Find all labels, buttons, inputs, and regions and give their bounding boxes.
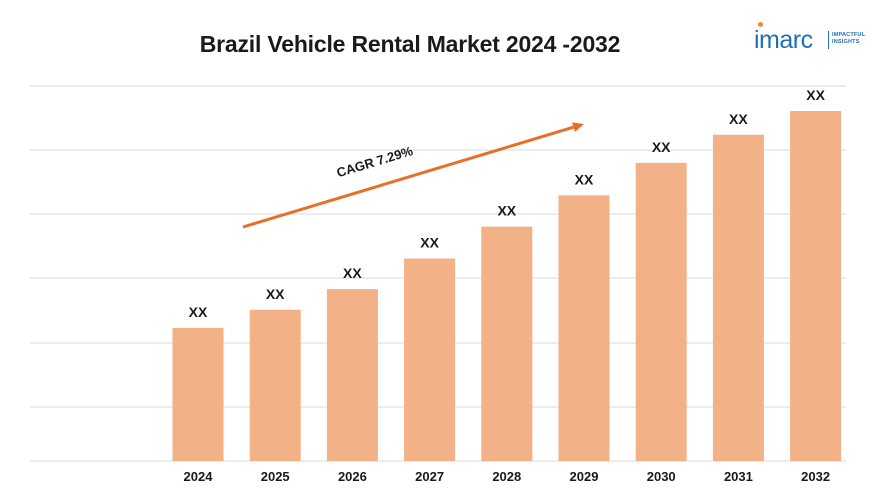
data-label-2032: XX xyxy=(806,87,825,103)
data-label-2031: XX xyxy=(729,111,748,127)
bar-2028 xyxy=(481,226,533,461)
data-label-2026: XX xyxy=(343,265,362,281)
cagr-arrow-head xyxy=(572,122,584,132)
data-label-2027: XX xyxy=(420,235,439,251)
logo-divider xyxy=(828,31,829,49)
x-tick-labels: 2024 2025 2026 2027 2028 2029 2030 2031 2032 xyxy=(184,469,831,484)
bar-2030 xyxy=(635,162,687,461)
cagr-annotation: CAGR 7.29% xyxy=(242,122,584,229)
logo-tagline-line-1: IMPACTFUL xyxy=(832,32,866,38)
data-label-2028: XX xyxy=(497,203,516,219)
data-label-2025: XX xyxy=(266,286,285,302)
bar-2026 xyxy=(326,289,378,461)
bar-2032 xyxy=(790,111,842,461)
x-tick-label-2030: 2030 xyxy=(647,469,676,484)
bar-2027 xyxy=(404,258,456,461)
bar-2029 xyxy=(558,195,610,461)
bar-2024 xyxy=(172,327,224,461)
logo-dot xyxy=(758,22,763,27)
imarc-logo: imarc IMPACTFUL INSIGHTS xyxy=(754,22,865,58)
x-tick-label-2027: 2027 xyxy=(415,469,444,484)
bars xyxy=(172,111,842,461)
bar-2031 xyxy=(712,134,764,461)
cagr-arrow-line xyxy=(242,125,574,229)
logo-wordmark: imarc xyxy=(754,26,813,54)
data-label-2030: XX xyxy=(652,139,671,155)
logo-tagline: IMPACTFUL INSIGHTS xyxy=(832,32,865,46)
value-labels: XX XX XX XX XX XX XX XX XX xyxy=(189,87,826,320)
x-tick-label-2028: 2028 xyxy=(492,469,521,484)
data-label-2024: XX xyxy=(189,304,208,320)
x-tick-label-2031: 2031 xyxy=(724,469,753,484)
x-tick-label-2032: 2032 xyxy=(801,469,830,484)
cagr-label: CAGR 7.29% xyxy=(335,143,415,180)
data-label-2029: XX xyxy=(575,171,594,187)
x-tick-label-2024: 2024 xyxy=(184,469,214,484)
logo-tagline-line-2: INSIGHTS xyxy=(832,39,860,45)
bar-2025 xyxy=(249,309,301,461)
x-tick-label-2026: 2026 xyxy=(338,469,367,484)
chart-title: Brazil Vehicle Rental Market 2024 -2032 xyxy=(199,31,621,57)
x-tick-label-2029: 2029 xyxy=(570,469,599,484)
x-tick-label-2025: 2025 xyxy=(261,469,290,484)
